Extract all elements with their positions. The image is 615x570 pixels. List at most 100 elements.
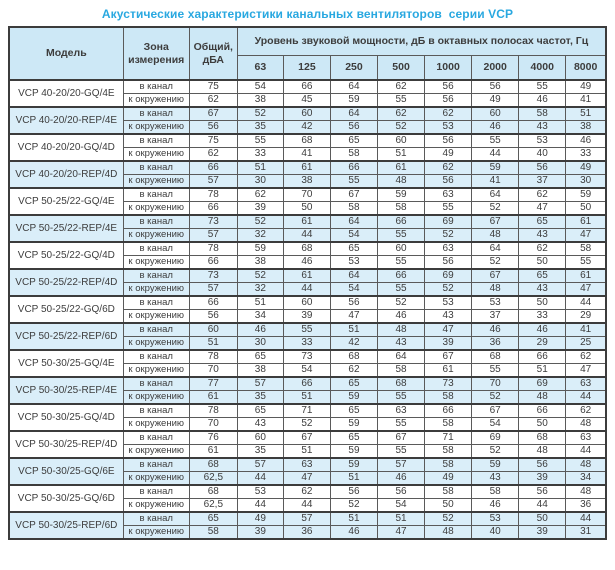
table-row: VCP 50-30/25-GQ/4E в канал 78 65 73 68 64 67 68 6… (8, 349, 607, 378)
model-cell: VCP 50-30/25-GQ/6D (8, 484, 124, 513)
level-cell-63hz: 65 (236, 403, 284, 418)
level-cell-4000hz: 62 (518, 241, 567, 256)
level-cell-2000hz: 52 (471, 444, 520, 459)
col-header-freq-8000: 8000 (565, 54, 607, 81)
total-dba-cell: 57 (188, 282, 238, 297)
level-cell-250hz: 59 (329, 457, 379, 472)
level-cell-1000hz: 58 (424, 457, 473, 472)
zone-cell: к окружению (122, 93, 190, 108)
level-cell-8000hz: 44 (565, 390, 607, 405)
table-row: VCP 50-25/22-GQ/4E в канал 78 62 70 67 59 63 64 6… (8, 187, 607, 216)
level-cell-63hz: 53 (236, 484, 284, 499)
model-cell: VCP 50-25/22-REP/6D (8, 322, 124, 351)
level-cell-8000hz: 48 (565, 457, 607, 472)
level-cell-63hz: 35 (236, 120, 284, 135)
level-cell-2000hz: 53 (471, 295, 520, 310)
level-cell-500hz: 46 (377, 471, 426, 486)
level-cell-8000hz: 36 (565, 498, 607, 513)
table-row: VCP 40-20/20-GQ/4D в канал 75 55 68 65 60 56 55 5… (8, 133, 607, 162)
level-cell-500hz: 68 (377, 376, 426, 391)
table-row: к окружению 62 38 45 59 55 56 49 46 41 (9, 93, 607, 108)
total-dba-cell: 78 (188, 241, 238, 256)
level-cell-8000hz: 48 (565, 417, 607, 432)
level-cell-63hz: 52 (236, 106, 284, 121)
level-cell-125hz: 44 (282, 282, 331, 297)
level-cell-63hz: 51 (236, 295, 284, 310)
total-dba-cell: 62,5 (188, 471, 238, 486)
level-cell-1000hz: 56 (424, 133, 473, 148)
level-cell-2000hz: 59 (471, 160, 520, 175)
level-cell-4000hz: 44 (518, 498, 567, 513)
level-cell-4000hz: 66 (518, 349, 567, 364)
level-cell-1000hz: 39 (424, 336, 473, 351)
level-cell-2000hz: 52 (471, 390, 520, 405)
level-cell-63hz: 30 (236, 174, 284, 189)
level-cell-250hz: 53 (329, 255, 379, 270)
level-cell-1000hz: 73 (424, 376, 473, 391)
model-cell: VCP 50-30/25-GQ/4D (8, 403, 124, 432)
level-cell-500hz: 54 (377, 498, 426, 513)
zone-cell: к окружению (122, 390, 190, 405)
level-cell-8000hz: 38 (565, 120, 607, 135)
level-cell-8000hz: 44 (565, 444, 607, 459)
table-row: VCP 50-30/25-GQ/6D в канал 68 53 62 56 56 58 58 5… (8, 484, 607, 513)
zone-cell: в канал (122, 457, 190, 472)
total-dba-cell: 62 (188, 93, 238, 108)
total-dba-cell: 78 (188, 403, 238, 418)
level-cell-1000hz: 56 (424, 93, 473, 108)
model-cell: VCP 50-30/25-REP/4E (8, 376, 124, 405)
level-cell-2000hz: 54 (471, 417, 520, 432)
level-cell-1000hz: 58 (424, 484, 473, 499)
col-header-model: Модель (8, 26, 124, 81)
zone-cell: в канал (122, 79, 190, 94)
total-dba-cell: 60 (188, 322, 238, 337)
level-cell-125hz: 66 (282, 79, 331, 94)
zone-cell: к окружению (122, 309, 190, 324)
level-cell-500hz: 46 (377, 309, 426, 324)
level-cell-4000hz: 48 (518, 390, 567, 405)
level-cell-500hz: 52 (377, 295, 426, 310)
level-cell-2000hz: 52 (471, 201, 520, 216)
level-cell-2000hz: 70 (471, 376, 520, 391)
model-cell: VCP 50-25/22-GQ/4D (8, 241, 124, 270)
level-cell-125hz: 45 (282, 93, 331, 108)
zone-cell: в канал (122, 484, 190, 499)
level-cell-500hz: 51 (377, 147, 426, 162)
zone-cell: к окружению (122, 444, 190, 459)
table-row: к окружению 61 35 51 59 55 58 52 48 44 (9, 390, 607, 405)
level-cell-500hz: 57 (377, 457, 426, 472)
col-header-freq-2000: 2000 (471, 54, 520, 81)
level-cell-500hz: 47 (377, 525, 426, 540)
total-dba-cell: 62 (188, 147, 238, 162)
level-cell-8000hz: 50 (565, 201, 607, 216)
zone-cell: к окружению (122, 201, 190, 216)
level-cell-500hz: 60 (377, 133, 426, 148)
model-cell: VCP 50-30/25-REP/6D (8, 511, 124, 540)
level-cell-1000hz: 58 (424, 417, 473, 432)
page-title: Акустические характеристики канальных ве… (101, 7, 514, 21)
level-cell-4000hz: 51 (518, 363, 567, 378)
level-cell-500hz: 48 (377, 322, 426, 337)
level-cell-4000hz: 69 (518, 376, 567, 391)
level-cell-63hz: 57 (236, 457, 284, 472)
level-cell-250hz: 66 (329, 160, 379, 175)
total-dba-cell: 61 (188, 444, 238, 459)
total-dba-cell: 61 (188, 390, 238, 405)
zone-cell: в канал (122, 214, 190, 229)
level-cell-2000hz: 67 (471, 214, 520, 229)
level-cell-8000hz: 62 (565, 349, 607, 364)
level-cell-2000hz: 40 (471, 525, 520, 540)
level-cell-1000hz: 66 (424, 403, 473, 418)
model-cell: VCP 50-25/22-REP/4D (8, 268, 124, 297)
level-cell-1000hz: 55 (424, 201, 473, 216)
level-cell-1000hz: 52 (424, 282, 473, 297)
total-dba-cell: 62,5 (188, 498, 238, 513)
level-cell-250hz: 56 (329, 295, 379, 310)
level-cell-2000hz: 41 (471, 174, 520, 189)
level-cell-1000hz: 69 (424, 268, 473, 283)
level-cell-4000hz: 68 (518, 430, 567, 445)
level-cell-1000hz: 56 (424, 79, 473, 94)
level-cell-2000hz: 36 (471, 336, 520, 351)
level-cell-8000hz: 51 (565, 106, 607, 121)
model-cell: VCP 50-25/22-REP/4E (8, 214, 124, 243)
